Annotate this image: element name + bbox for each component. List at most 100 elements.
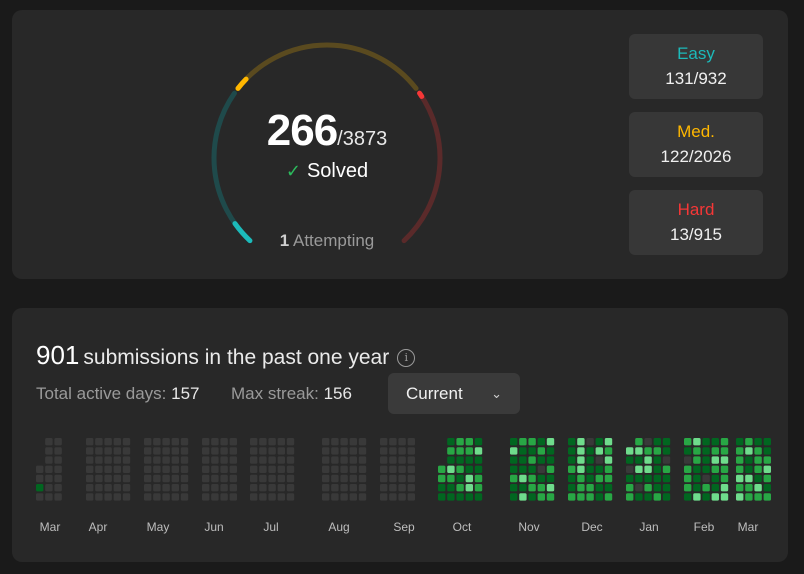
heatmap-cell[interactable] — [720, 484, 729, 492]
heatmap-cell[interactable] — [568, 456, 576, 464]
heatmap-cell[interactable] — [122, 456, 131, 464]
heatmap-cell[interactable] — [380, 474, 388, 483]
heatmap-cell[interactable] — [568, 484, 576, 492]
heatmap-cell[interactable] — [220, 447, 228, 455]
heatmap-cell[interactable] — [465, 465, 473, 473]
heatmap-cell[interactable] — [349, 456, 357, 464]
heatmap-cell[interactable] — [268, 493, 276, 501]
heatmap-cell[interactable] — [95, 447, 103, 455]
heatmap-cell[interactable] — [340, 484, 348, 492]
heatmap-cell[interactable] — [465, 474, 473, 483]
heatmap-cell[interactable] — [702, 456, 710, 464]
heatmap-cell[interactable] — [144, 474, 152, 483]
heatmap-cell[interactable] — [229, 456, 237, 464]
heatmap-cell[interactable] — [438, 465, 446, 473]
heatmap-cell[interactable] — [277, 465, 285, 473]
heatmap-cell[interactable] — [626, 456, 634, 464]
heatmap-cell[interactable] — [546, 438, 555, 446]
heatmap-cell[interactable] — [546, 474, 555, 483]
heatmap-cell[interactable] — [510, 438, 518, 446]
heatmap-cell[interactable] — [331, 447, 339, 455]
heatmap-cell[interactable] — [36, 493, 44, 501]
heatmap-cell[interactable] — [220, 484, 228, 492]
heatmap-cell[interactable] — [693, 474, 701, 483]
heatmap-cell[interactable] — [577, 484, 585, 492]
heatmap-cell[interactable] — [635, 493, 643, 501]
heatmap-cell[interactable] — [577, 456, 585, 464]
heatmap-cell[interactable] — [229, 493, 237, 501]
heatmap-cell[interactable] — [693, 447, 701, 455]
heatmap-cell[interactable] — [546, 447, 555, 455]
heatmap-cell[interactable] — [54, 493, 62, 501]
heatmap-cell[interactable] — [349, 447, 357, 455]
heatmap-cell[interactable] — [736, 493, 744, 501]
heatmap-cell[interactable] — [331, 465, 339, 473]
heatmap-cell[interactable] — [653, 493, 661, 501]
heatmap-cell[interactable] — [604, 493, 613, 501]
heatmap-cell[interactable] — [653, 484, 661, 492]
heatmap-cell[interactable] — [95, 456, 103, 464]
heatmap-cell[interactable] — [322, 456, 330, 464]
heatmap-cell[interactable] — [456, 438, 464, 446]
heatmap-cell[interactable] — [86, 456, 94, 464]
heatmap-cell[interactable] — [528, 474, 536, 483]
heatmap-cell[interactable] — [626, 493, 634, 501]
heatmap-cell[interactable] — [456, 447, 464, 455]
heatmap-cell[interactable] — [144, 493, 152, 501]
heatmap-cell[interactable] — [577, 493, 585, 501]
heatmap-cell[interactable] — [465, 493, 473, 501]
heatmap-cell[interactable] — [595, 456, 603, 464]
heatmap-cell[interactable] — [153, 474, 161, 483]
heatmap-cell[interactable] — [171, 447, 179, 455]
heatmap-cell[interactable] — [340, 465, 348, 473]
heatmap-cell[interactable] — [104, 493, 112, 501]
heatmap-cell[interactable] — [528, 447, 536, 455]
heatmap-cell[interactable] — [162, 438, 170, 446]
heatmap-cell[interactable] — [45, 447, 53, 455]
heatmap-cell[interactable] — [180, 493, 189, 501]
heatmap-cell[interactable] — [519, 484, 527, 492]
heatmap-cell[interactable] — [340, 447, 348, 455]
heatmap-cell[interactable] — [95, 493, 103, 501]
heatmap-cell[interactable] — [626, 447, 634, 455]
heatmap-cell[interactable] — [528, 456, 536, 464]
heatmap-cell[interactable] — [745, 438, 753, 446]
heatmap-cell[interactable] — [398, 493, 406, 501]
heatmap-cell[interactable] — [702, 447, 710, 455]
heatmap-cell[interactable] — [754, 484, 762, 492]
heatmap-cell[interactable] — [604, 438, 613, 446]
heatmap-cell[interactable] — [604, 456, 613, 464]
heatmap-cell[interactable] — [754, 438, 762, 446]
heatmap-cell[interactable] — [322, 465, 330, 473]
heatmap-cell[interactable] — [644, 493, 652, 501]
heatmap-cell[interactable] — [546, 493, 555, 501]
heatmap-cell[interactable] — [104, 474, 112, 483]
heatmap-cell[interactable] — [528, 465, 536, 473]
heatmap-cell[interactable] — [537, 474, 545, 483]
heatmap-cell[interactable] — [662, 456, 671, 464]
heatmap-cell[interactable] — [250, 465, 258, 473]
heatmap-cell[interactable] — [465, 484, 473, 492]
heatmap-cell[interactable] — [447, 493, 455, 501]
heatmap-cell[interactable] — [144, 484, 152, 492]
heatmap-cell[interactable] — [635, 456, 643, 464]
heatmap-cell[interactable] — [407, 474, 415, 483]
heatmap-cell[interactable] — [662, 474, 671, 483]
heatmap-cell[interactable] — [331, 474, 339, 483]
heatmap-cell[interactable] — [45, 438, 53, 446]
heatmap-cell[interactable] — [763, 456, 771, 464]
heatmap-cell[interactable] — [407, 456, 415, 464]
heatmap-cell[interactable] — [745, 484, 753, 492]
heatmap-cell[interactable] — [144, 447, 152, 455]
heatmap-cell[interactable] — [322, 474, 330, 483]
heatmap-cell[interactable] — [693, 465, 701, 473]
heatmap-cell[interactable] — [720, 456, 729, 464]
heatmap-cell[interactable] — [568, 447, 576, 455]
heatmap-cell[interactable] — [202, 447, 210, 455]
heatmap-cell[interactable] — [54, 484, 62, 492]
heatmap-cell[interactable] — [259, 493, 267, 501]
heatmap-cell[interactable] — [653, 447, 661, 455]
heatmap-cell[interactable] — [644, 456, 652, 464]
heatmap-cell[interactable] — [519, 474, 527, 483]
heatmap-cell[interactable] — [693, 493, 701, 501]
